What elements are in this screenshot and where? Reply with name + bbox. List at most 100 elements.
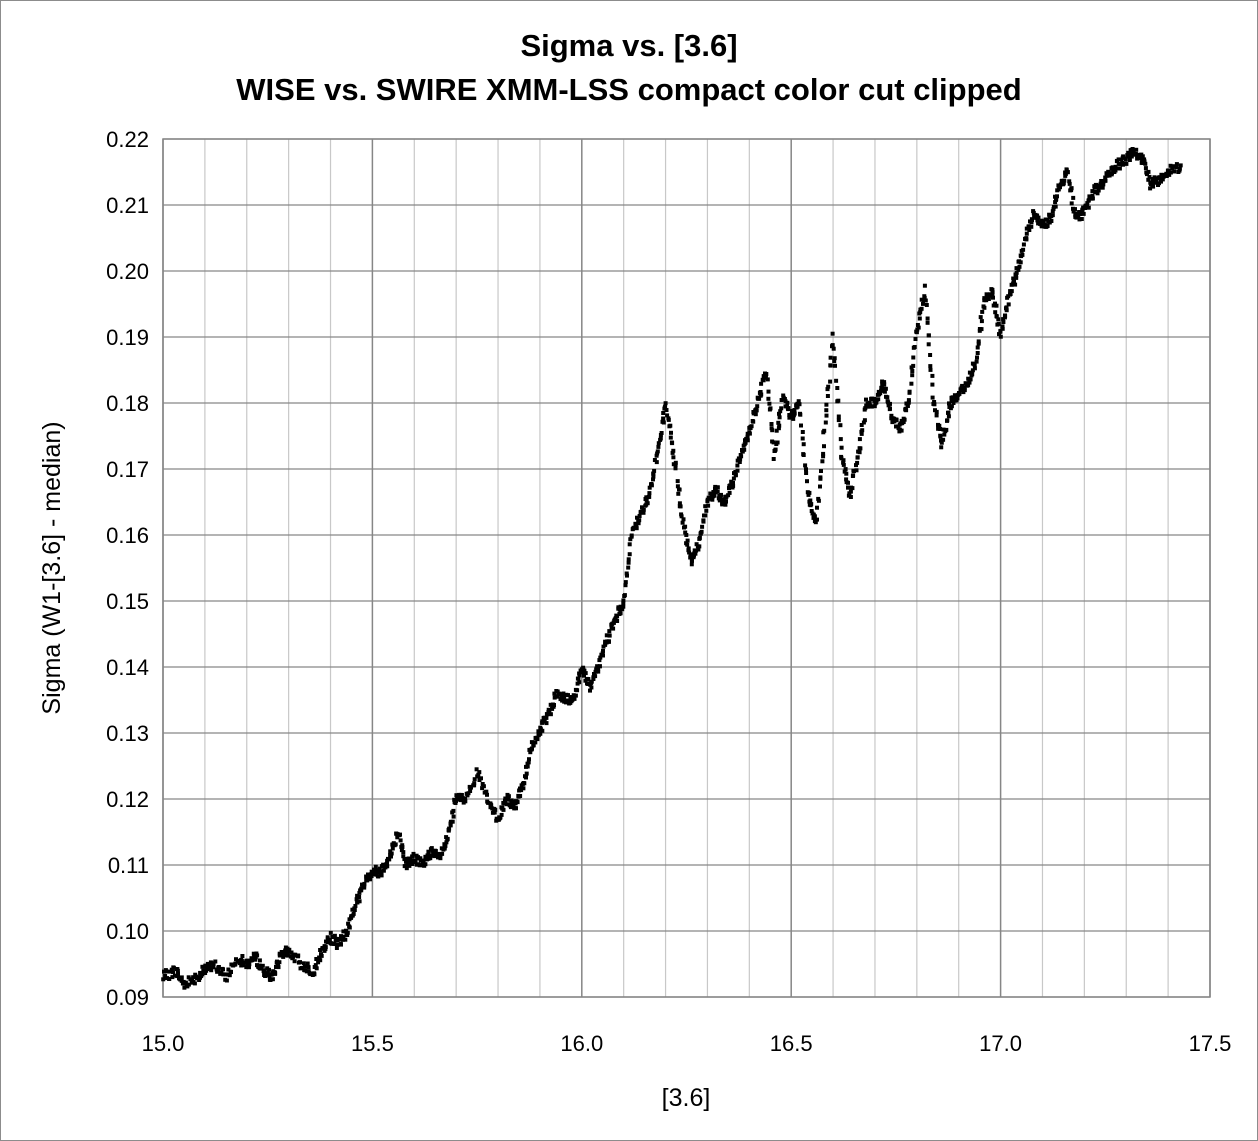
data-point [743, 440, 748, 445]
y-axis-title: Sigma (W1-[3.6] - median) [38, 421, 66, 714]
data-point [538, 731, 543, 736]
data-point [463, 796, 468, 801]
data-point [306, 965, 311, 970]
data-point [825, 387, 830, 392]
data-point [300, 966, 304, 970]
data-point [621, 598, 626, 603]
data-point [637, 518, 642, 523]
data-point [733, 470, 738, 474]
data-point [1123, 157, 1128, 161]
data-point [547, 708, 552, 713]
data-point [173, 973, 177, 978]
data-point [555, 689, 560, 694]
data-point [640, 505, 644, 510]
data-point [598, 655, 603, 660]
data-point [626, 565, 631, 570]
data-point [472, 781, 477, 786]
data-point [996, 317, 1001, 322]
data-point [593, 674, 598, 679]
data-point [759, 392, 764, 397]
data-point [251, 951, 256, 956]
data-point [655, 449, 660, 454]
data-point [319, 952, 323, 957]
data-point [199, 971, 204, 976]
data-point [951, 401, 956, 405]
data-point [351, 911, 356, 916]
data-point [888, 401, 892, 406]
data-point [1174, 162, 1179, 167]
data-point [859, 431, 864, 436]
data-point [647, 491, 652, 496]
data-point [410, 854, 415, 859]
data-point [821, 451, 826, 456]
data-point [805, 479, 809, 484]
data-point [1129, 152, 1133, 156]
data-point [768, 406, 773, 411]
data-point [499, 812, 504, 817]
data-point [501, 807, 506, 812]
data-point [389, 854, 393, 859]
plot-area-border [162, 138, 1211, 998]
data-point [454, 793, 459, 798]
data-point [796, 399, 801, 404]
data-point [661, 411, 666, 415]
data-point [684, 533, 689, 537]
data-point [1004, 308, 1009, 313]
data-point [372, 867, 376, 872]
data-point [972, 362, 977, 367]
data-point [267, 967, 271, 972]
y-tick-label: 0.20 [106, 259, 149, 284]
data-point [1069, 201, 1074, 206]
data-point [663, 404, 668, 409]
data-point [604, 633, 609, 638]
data-point [939, 438, 943, 443]
data-point [376, 870, 381, 874]
data-point [489, 803, 494, 808]
data-point [809, 509, 814, 513]
data-point [843, 467, 848, 472]
y-tick-label: 0.21 [106, 193, 149, 218]
data-point [804, 467, 808, 472]
data-point [1172, 169, 1177, 174]
data-point [937, 423, 942, 428]
data-point [698, 531, 703, 536]
data-point [597, 658, 602, 663]
x-tick-label: 17.5 [1189, 1031, 1232, 1056]
data-point [779, 406, 784, 411]
data-point [715, 489, 720, 494]
data-point [654, 453, 659, 458]
data-point [790, 409, 794, 413]
data-point [247, 962, 252, 967]
data-point [645, 501, 650, 506]
data-point [699, 529, 704, 534]
data-point [552, 703, 556, 707]
data-point [803, 463, 808, 468]
data-point [186, 982, 191, 987]
y-tick-label: 0.15 [106, 589, 149, 614]
data-point [758, 390, 763, 394]
data-point [1030, 218, 1034, 223]
data-point [291, 954, 296, 959]
data-point [787, 415, 792, 420]
data-point [885, 395, 890, 400]
data-point [857, 450, 862, 455]
data-point [990, 290, 995, 295]
data-point [934, 413, 939, 418]
data-point [1140, 154, 1145, 159]
data-point [433, 849, 438, 854]
data-point [712, 493, 717, 498]
data-point [583, 671, 588, 676]
data-point [1177, 166, 1182, 171]
data-point [841, 462, 846, 467]
data-point [255, 953, 260, 958]
data-point [930, 395, 935, 400]
data-point [902, 417, 907, 422]
data-point [281, 954, 286, 959]
data-point [524, 775, 528, 780]
data-point [659, 431, 664, 435]
data-point [1047, 212, 1052, 217]
data-point [832, 356, 837, 361]
data-point [858, 446, 863, 451]
data-point [851, 473, 856, 478]
data-point [280, 950, 285, 955]
